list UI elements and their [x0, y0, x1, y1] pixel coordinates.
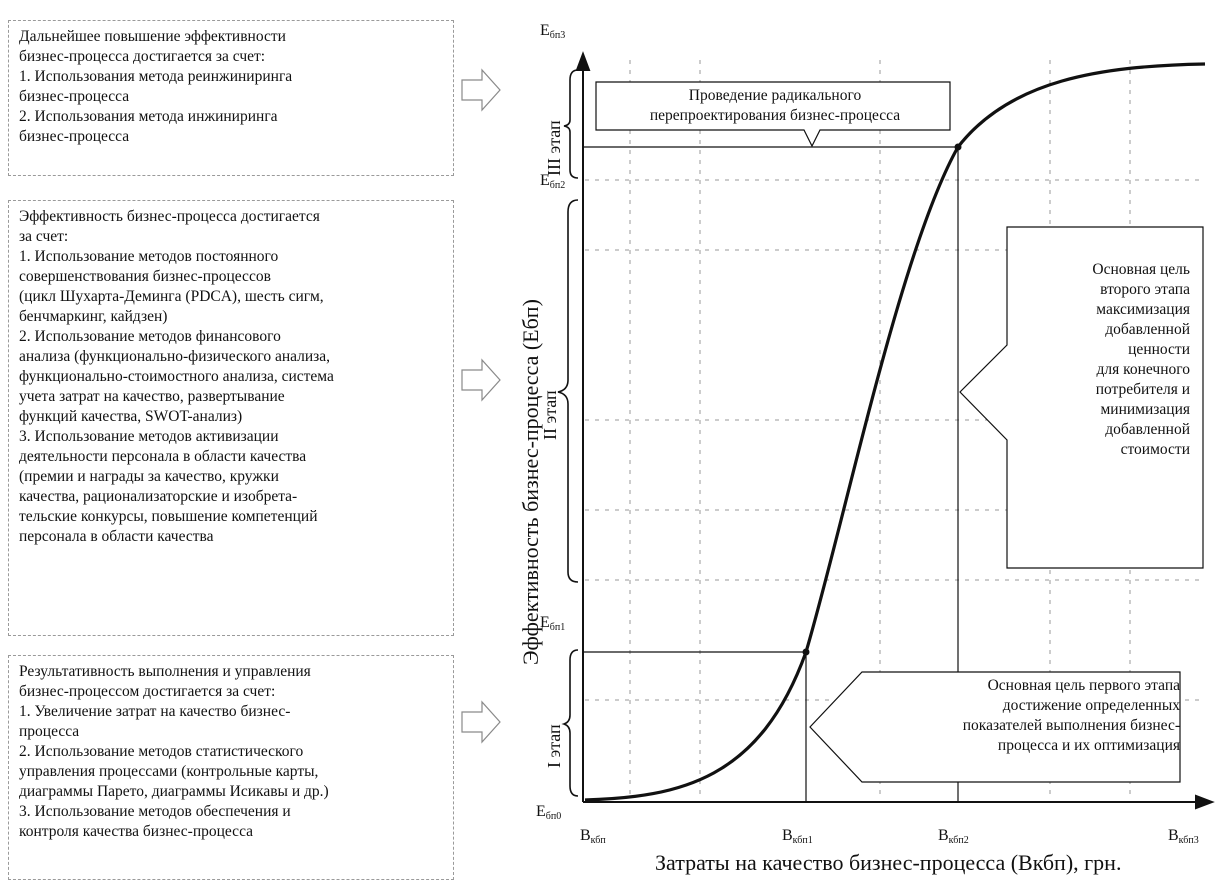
callout-goal2-text: Основная цель второго этапа максимизация…: [1092, 261, 1190, 458]
list-item: 1. Использования метода реинжиниринга би…: [19, 68, 293, 105]
list-item: 1. Увеличение затрат на качество бизнес-…: [19, 703, 291, 740]
arrow-right-icon: [461, 700, 501, 744]
arrow-right-icon: [461, 358, 501, 402]
list-item: 2. Использование методов статистического…: [19, 743, 329, 800]
y-tick-label: Ебп1: [540, 614, 566, 633]
efficiency-curve: [584, 62, 1206, 802]
x-tick-label: Вкбп1: [782, 827, 813, 846]
x-axis-arrowhead: [1195, 794, 1215, 810]
x-axis-title: Затраты на качество бизнес-процесса (Вкб…: [655, 850, 1122, 875]
x-tick-label: Вкбп3: [1168, 827, 1199, 846]
stage3-method-list: 1. Использования метода реинжиниринга би…: [19, 67, 445, 147]
stage2-description-box: Эффективность бизнес-процесса достигаетс…: [8, 200, 454, 636]
y-axis-arrowhead: [575, 51, 591, 71]
callout-goal2-shape: [959, 226, 1204, 569]
stage2-description-heading: Эффективность бизнес-процесса достигаетс…: [19, 208, 320, 245]
arrow-right-icon: [461, 68, 501, 112]
y-tick-label: Ебп3: [540, 22, 566, 41]
stage2-label: II этап: [540, 390, 560, 440]
stage1-description-heading: Результативность выполнения и управления…: [19, 663, 311, 700]
x-tick-label: Вкбп2: [938, 827, 969, 846]
list-item: 2. Использования метода инжиниринга бизн…: [19, 108, 278, 145]
list-item: 3. Использование методов обеспечения и к…: [19, 803, 291, 840]
stage2-method-list: 1. Использование методов постоянного сов…: [19, 247, 445, 547]
point-b1-e1: [802, 648, 810, 656]
stage2-brace: [557, 199, 579, 583]
x-tick-label: Вкбп: [580, 827, 606, 846]
list-item: 3. Использование методов активизации дея…: [19, 428, 318, 545]
callout-goal1-shape: [809, 671, 1181, 783]
list-item: 1. Использование методов постоянного сов…: [19, 248, 324, 325]
callout-radical-shape: [595, 81, 951, 148]
stage3-label: III этап: [544, 120, 564, 176]
stage3-brace: [563, 69, 579, 179]
y-tick-label: Ебп2: [540, 172, 566, 191]
callout-goal1-text: Основная цель первого этапа достижение о…: [962, 677, 1180, 754]
callout-radical-text: Проведение радикального перепроектирован…: [649, 87, 901, 124]
stage1-brace: [561, 649, 579, 797]
list-item: 2. Использование методов финансового ана…: [19, 328, 334, 425]
y-tick-label: Ебп0: [536, 803, 562, 822]
stage1-label: I этап: [544, 724, 564, 768]
stage3-description-box: Дальнейшее повышение эффективности бизне…: [8, 20, 454, 176]
stage3-description-heading: Дальнейшее повышение эффективности бизне…: [19, 28, 286, 65]
stage1-description-box: Результативность выполнения и управления…: [8, 655, 454, 880]
point-b2-e2: [954, 143, 962, 151]
stage1-method-list: 1. Увеличение затрат на качество бизнес-…: [19, 702, 445, 842]
